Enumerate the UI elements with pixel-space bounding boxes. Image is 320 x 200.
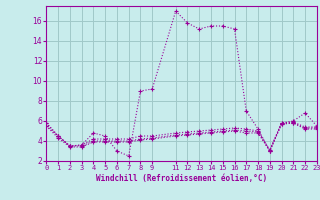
X-axis label: Windchill (Refroidissement éolien,°C): Windchill (Refroidissement éolien,°C) xyxy=(96,174,267,183)
